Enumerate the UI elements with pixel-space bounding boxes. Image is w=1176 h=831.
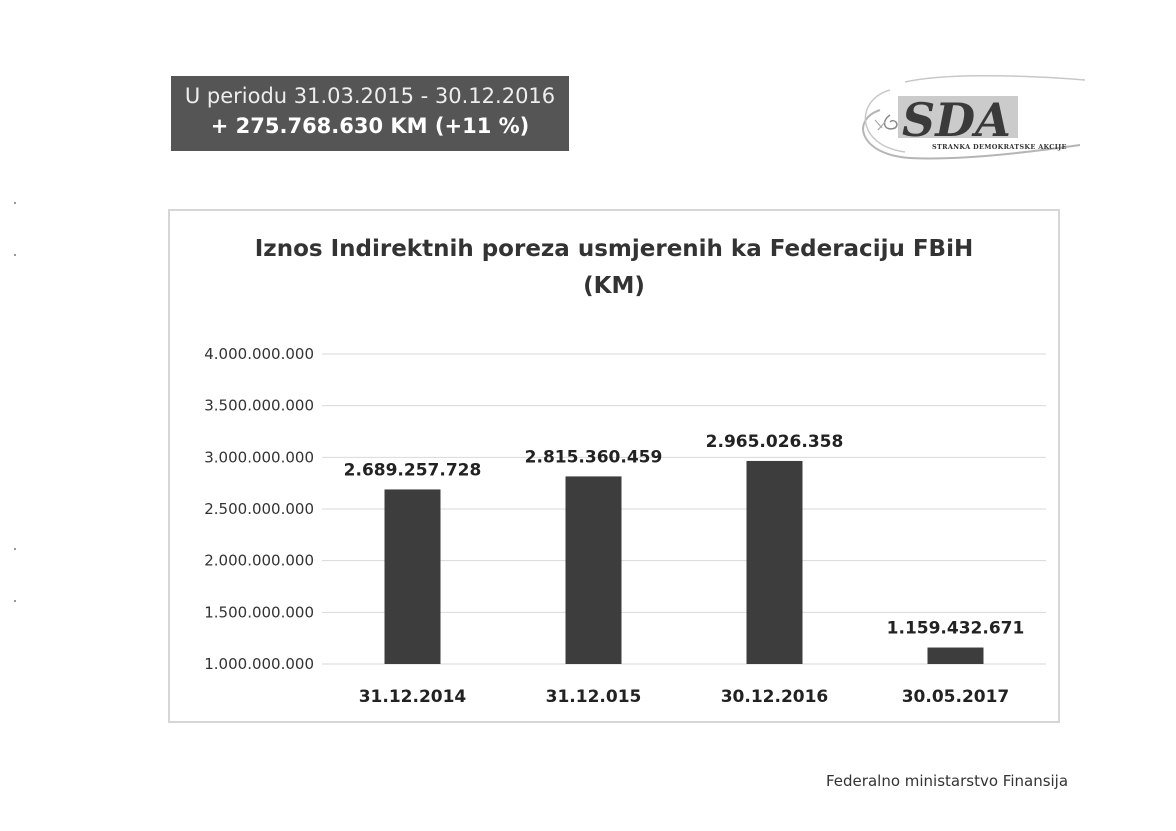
period-range-text: U periodu 31.03.2015 - 30.12.2016	[184, 84, 556, 108]
y-tick-label: 2.500.000.000	[204, 500, 314, 518]
scan-speck	[14, 548, 16, 550]
x-category-label: 31.12.015	[546, 687, 642, 707]
x-category-label: 31.12.2014	[359, 687, 467, 707]
chart-title-line2: (KM)	[583, 273, 645, 299]
data-label: 2.689.257.728	[344, 460, 482, 480]
scan-speck	[14, 600, 16, 602]
y-tick-label: 1.500.000.000	[204, 603, 314, 621]
period-change-text: + 275.768.630 KM (+11 %)	[210, 114, 530, 138]
data-label: 2.815.360.459	[525, 447, 663, 467]
bar-chart: 1.000.000.000 1.500.000.000 2.000.000.000 2…	[204, 345, 1046, 707]
chart-title: Iznos Indirektnih poreza usmjerenih ka F…	[170, 231, 1058, 305]
bar	[565, 476, 622, 664]
chart-frame: Iznos Indirektnih poreza usmjerenih ka F…	[168, 209, 1060, 723]
bar	[927, 647, 984, 664]
logo-subtitle: STRANKA DEMOKRATSKE AKCIJE	[932, 143, 1067, 151]
scan-speck	[14, 202, 16, 204]
source-footer: Federalno ministarstvo Finansija	[826, 772, 1069, 790]
bar	[746, 460, 803, 664]
x-category-label: 30.05.2017	[902, 687, 1010, 707]
bar	[384, 489, 441, 664]
y-tick-label: 2.000.000.000	[204, 552, 314, 570]
logo-swirl-icon	[862, 74, 1086, 160]
y-tick-label: 3.500.000.000	[204, 397, 314, 415]
data-label: 2.965.026.358	[706, 432, 844, 452]
logo-wordmark: SDA	[902, 93, 1011, 147]
data-label: 1.159.432.671	[887, 619, 1025, 639]
chart-title-line1: Iznos Indirektnih poreza usmjerenih ka F…	[254, 236, 974, 262]
y-tick-label: 1.000.000.000	[204, 655, 314, 673]
period-summary-banner: U periodu 31.03.2015 - 30.12.2016 + 275.…	[171, 76, 569, 151]
y-tick-label: 3.000.000.000	[204, 448, 314, 466]
y-tick-label: 4.000.000.000	[204, 345, 314, 363]
sda-logo: SDA STRANKA DEMOKRATSKE AKCIJE	[862, 74, 1086, 160]
scan-speck	[14, 254, 16, 256]
x-category-label: 30.12.2016	[721, 687, 829, 707]
